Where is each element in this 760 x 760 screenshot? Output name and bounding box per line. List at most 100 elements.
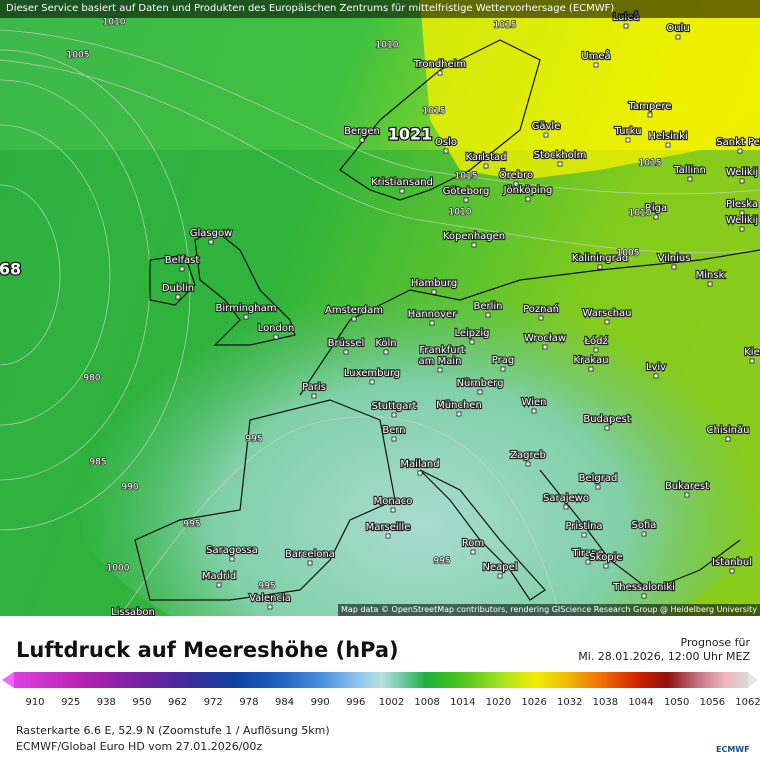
map-attribution: Map data © OpenStreetMap contributors, r…: [338, 604, 760, 616]
isobar-label: 1015: [455, 172, 478, 182]
city-marker: [675, 34, 681, 40]
city-label: Hannover: [408, 309, 458, 320]
city-label: Stuttgart: [372, 401, 417, 412]
city-label: Tampere: [628, 101, 672, 112]
forecast-time: Mi. 28.01.2026, 12:00 Uhr MEZ: [578, 650, 750, 663]
legend-value: 1056: [699, 697, 726, 708]
city-marker: [729, 568, 735, 574]
isobar-label: 1005: [617, 249, 640, 259]
raster-info: Rasterkarte 6.6 E, 52.9 N (Zoomstufe 1 /…: [16, 724, 330, 737]
isobar-label: 995: [245, 435, 262, 445]
isobar-label: 1015: [639, 159, 662, 169]
city-marker: [477, 389, 483, 395]
isobar-label: 995: [258, 582, 275, 592]
city-label: Amsterdam: [325, 305, 383, 316]
city-marker: [684, 492, 690, 498]
city-label: Wrocław: [524, 333, 566, 344]
city-marker: [456, 411, 462, 417]
city-marker: [470, 549, 476, 555]
isobar-label: 985: [89, 458, 106, 468]
city-label: Kaliningrad: [572, 253, 628, 264]
city-label: Bukarest: [665, 481, 709, 492]
city-marker: [593, 347, 599, 353]
city-label: Madrid: [202, 571, 236, 582]
city-marker: [369, 379, 375, 385]
city-marker: [525, 461, 531, 467]
city-marker: [542, 344, 548, 350]
city-marker: [463, 197, 469, 203]
color-bar: [14, 672, 748, 688]
city-marker: [417, 470, 423, 476]
legend-value: 1014: [450, 697, 476, 708]
city-label: Belgrad: [579, 473, 618, 484]
city-label: Mailand: [400, 459, 439, 470]
city-label: Köln: [375, 338, 396, 349]
isobar-label: 1015: [423, 107, 446, 117]
city-marker: [739, 210, 745, 216]
legend-value: 1020: [485, 697, 512, 708]
city-marker: [391, 412, 397, 418]
city-label: Budapest: [583, 414, 630, 425]
isobar-label: 1010: [629, 209, 652, 219]
city-label: Kristiansand: [371, 177, 433, 188]
city-label: Bergen: [344, 126, 380, 137]
city-marker: [437, 367, 443, 373]
legend-value: 1062: [735, 697, 760, 708]
color-bar-max-arrow: [748, 672, 758, 688]
legend-value: 910: [25, 697, 45, 708]
city-marker: [175, 294, 181, 300]
color-bar-min-arrow: [2, 672, 14, 688]
legend-value: 978: [239, 697, 259, 708]
legend-value: 1038: [592, 697, 619, 708]
service-notice: Dieser Service basiert auf Daten und Pro…: [0, 0, 760, 18]
city-marker: [641, 593, 647, 599]
city-label: Turku: [614, 126, 642, 137]
city-label: Pristina: [565, 521, 602, 532]
city-label: München: [436, 400, 482, 411]
city-marker: [625, 137, 631, 143]
legend-value: 950: [132, 697, 152, 708]
city-marker: [471, 242, 477, 248]
city-marker: [531, 408, 537, 414]
city-marker: [391, 436, 397, 442]
city-label: Oulu: [666, 23, 689, 34]
city-label: Gävle: [532, 121, 561, 132]
city-marker: [399, 188, 405, 194]
city-label: Glasgow: [190, 228, 233, 239]
city-marker: [707, 281, 713, 287]
city-label: Riga: [645, 203, 667, 214]
high-pressure: [420, 0, 760, 180]
city-label: Thessaloniki: [612, 582, 675, 593]
city-label: Minsk: [696, 270, 725, 281]
city-marker: [739, 226, 745, 232]
coastlines: [134, 39, 760, 601]
city-label: Prag: [492, 355, 514, 366]
isobar-label: 995: [433, 557, 450, 567]
city-marker: [737, 148, 743, 154]
city-label: Marseille: [366, 522, 411, 533]
city-marker: [588, 366, 594, 372]
city-marker: [243, 314, 249, 320]
city-marker: [749, 358, 755, 364]
forecast-label: Prognose für: [680, 636, 751, 649]
city-marker: [359, 137, 365, 143]
city-label: Jönköping: [503, 185, 553, 196]
city-label: London: [258, 323, 295, 334]
city-marker: [585, 559, 591, 565]
city-label: Monaco: [374, 496, 413, 507]
city-marker: [653, 373, 659, 379]
city-label: Vilnius: [658, 253, 691, 264]
city-label: Hamburg: [411, 278, 457, 289]
city-marker: [437, 70, 443, 76]
city-marker: [671, 264, 677, 270]
city-marker: [581, 532, 587, 538]
city-marker: [390, 507, 396, 513]
city-marker: [383, 349, 389, 355]
city-label: Leipzig: [454, 328, 489, 339]
city-marker: [647, 112, 653, 118]
legend-value: 972: [203, 697, 223, 708]
city-label: Helsinki: [648, 131, 687, 142]
city-label: Kopenhagen: [443, 231, 505, 242]
pressure-center-label: 68: [0, 260, 21, 279]
